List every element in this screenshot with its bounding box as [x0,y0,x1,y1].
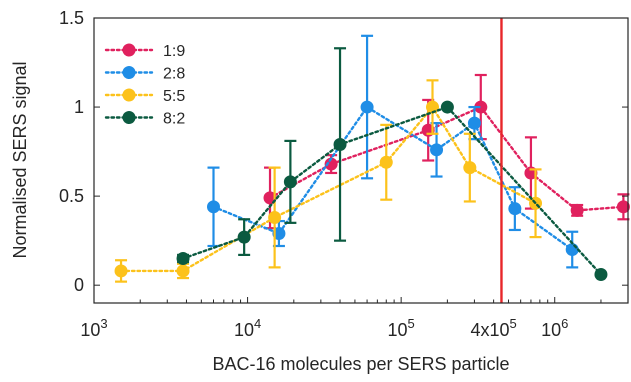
plot-frame [93,17,629,304]
data-point [440,100,454,114]
data-point [176,264,190,278]
series-line [212,105,574,251]
data-point [237,230,251,244]
y-tick-label: 1.5 [59,8,84,28]
series-2 [207,34,579,269]
legend-label: 8:2 [163,111,185,128]
y-tick-label: 0.5 [59,186,84,206]
x-axis-label: BAC-16 molecules per SERS particle [212,354,509,374]
data-point [467,116,481,130]
y-axis-label: Normalised SERS signal [10,61,30,258]
plot-marks [114,18,630,303]
y-axis-ticks: 0 0.5 1 1.5 [59,8,628,295]
x-tick-label: 4x105 [470,316,516,340]
data-point [283,175,297,189]
y-tick-label: 1 [74,97,84,117]
data-point [463,161,477,175]
legend-marker [122,43,136,57]
series-4 [176,47,608,281]
legend-label: 5:5 [163,88,185,105]
data-point [594,268,608,281]
legend-marker [122,66,136,79]
data-point [379,155,393,169]
data-point [176,251,190,265]
legend-label: 2:8 [163,66,185,83]
x-tick-label: 104 [234,316,261,340]
data-point [425,100,439,114]
data-point [333,137,347,151]
data-point [114,264,128,278]
x-tick-label: 105 [388,316,415,340]
data-point [207,200,221,214]
data-point [324,157,338,171]
x-axis-ticks: 103 104 105 4x105 106 [80,297,629,340]
data-point [360,100,374,114]
data-point [268,211,282,224]
y-tick-label: 0 [74,275,84,295]
x-tick-label: 106 [541,316,568,340]
series-line [181,105,603,276]
data-point [565,243,579,257]
legend-marker [122,88,136,102]
x-tick-label: 103 [80,316,107,340]
data-point [508,202,522,216]
data-point [616,200,630,214]
data-point [570,203,584,217]
legend: 1:9 2:8 5:5 8:2 [104,43,185,128]
legend-label: 1:9 [163,43,185,60]
data-point [430,143,444,157]
data-point [474,100,488,114]
legend-marker [122,111,136,124]
series-1 [263,73,630,230]
